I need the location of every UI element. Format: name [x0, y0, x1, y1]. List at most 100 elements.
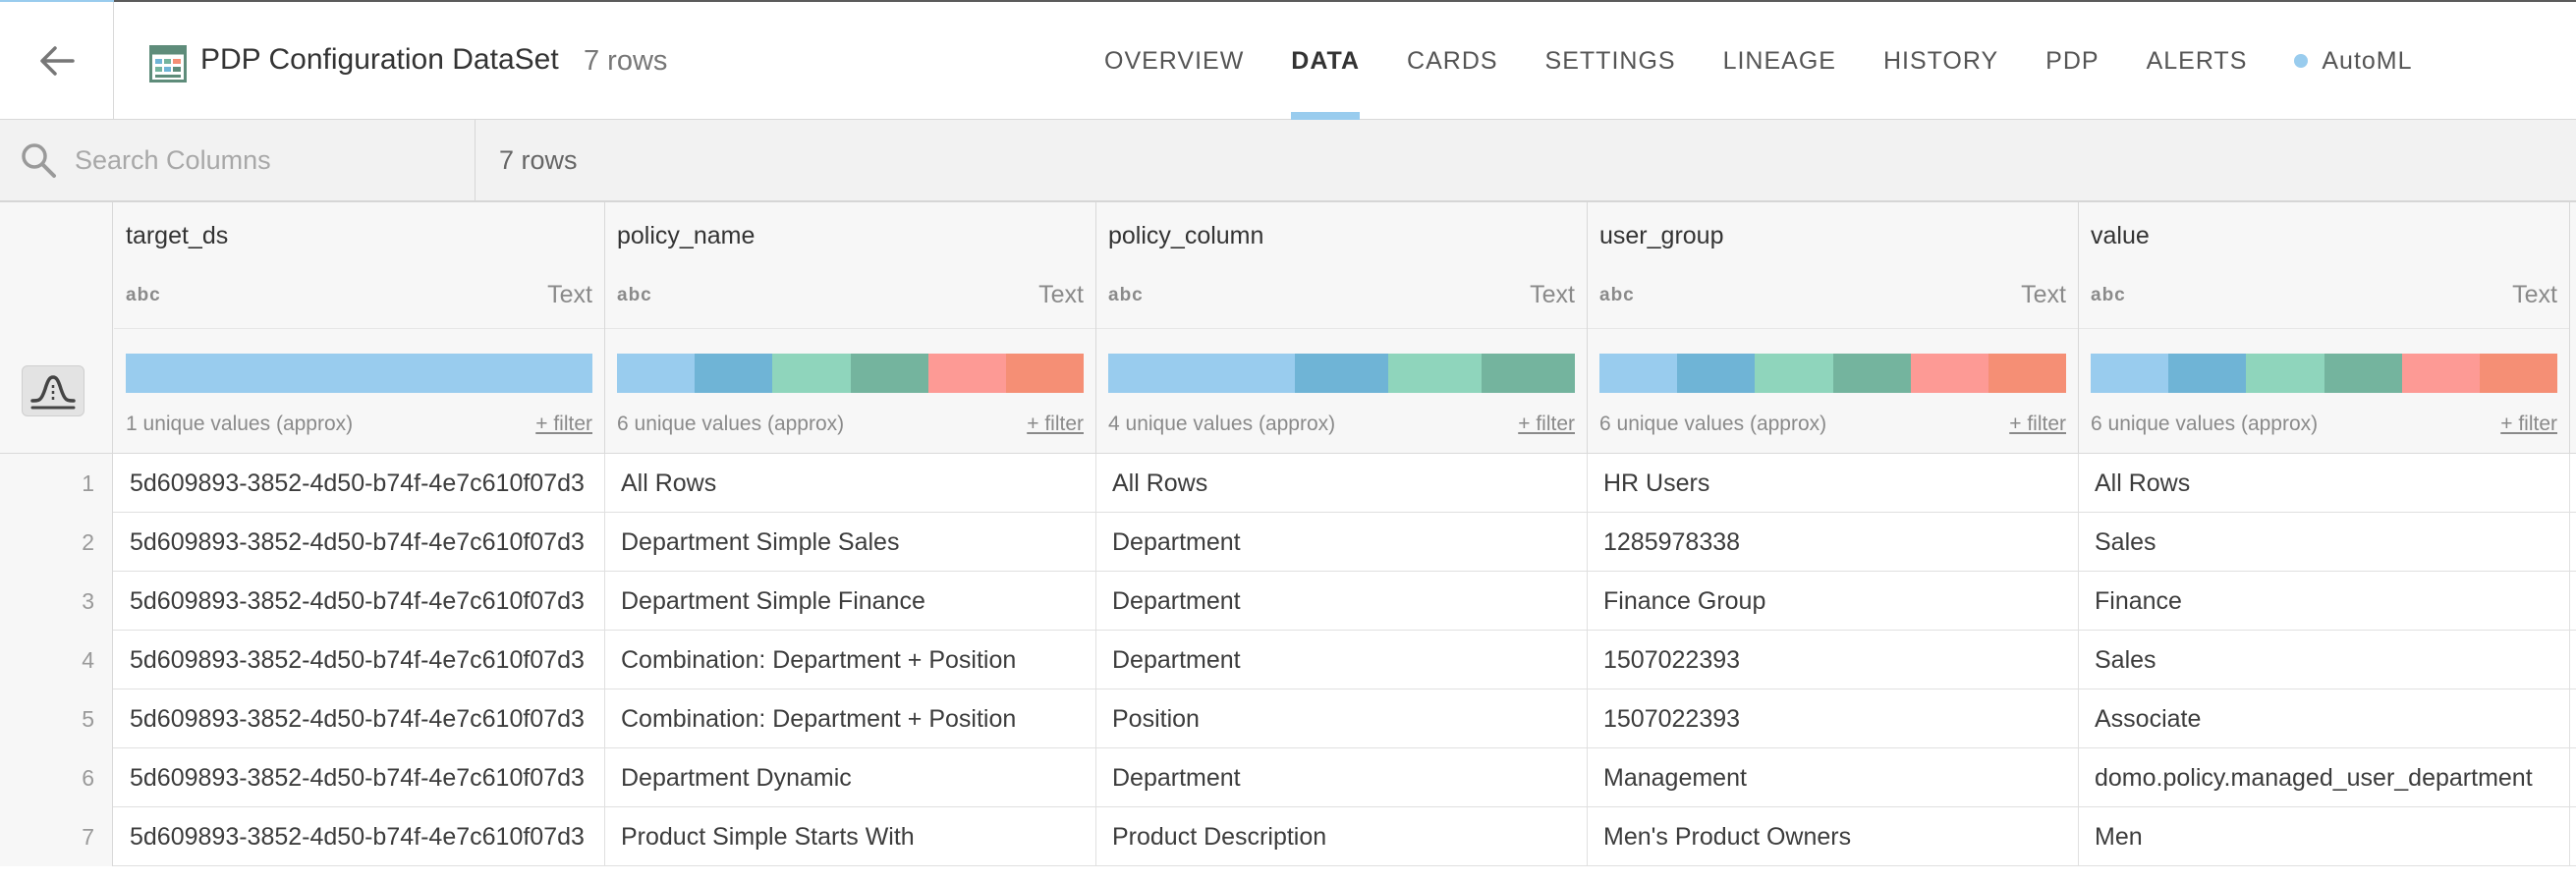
- table-cell[interactable]: 1507022393: [1588, 689, 2079, 748]
- data-toolbar: 7 rows: [0, 120, 2576, 202]
- text-type-icon: abc: [126, 285, 161, 305]
- distribution-segment: [2168, 354, 2247, 393]
- back-button[interactable]: [0, 2, 114, 120]
- tab-settings[interactable]: SETTINGS: [1522, 2, 1700, 120]
- table-row: 6 5d609893-3852-4d50-b74f-4e7c610f07d3 Dep…: [0, 748, 2576, 807]
- add-filter-link[interactable]: + filter: [2500, 413, 2557, 435]
- table-cell[interactable]: 5d609893-3852-4d50-b74f-4e7c610f07d3: [114, 513, 605, 572]
- table-cell[interactable]: domo.policy.managed_user_department: [2079, 748, 2570, 807]
- column-header-policy-name[interactable]: policy_name abc Text 6 unique values (appro…: [605, 202, 1096, 454]
- distribution-segment: [1482, 354, 1575, 393]
- table-cell[interactable]: Product Description: [1096, 807, 1588, 866]
- row-number: 1: [0, 454, 113, 513]
- distribution-segment: [1295, 354, 1388, 393]
- column-header-row: target_ds abc Text 1 unique values (approx)…: [0, 202, 2576, 454]
- column-type: Text: [2021, 281, 2066, 308]
- table-cell[interactable]: Department: [1096, 513, 1588, 572]
- distribution-segment: [2401, 354, 2480, 393]
- tab-history[interactable]: HISTORY: [1860, 2, 2022, 120]
- table-row: 7 5d609893-3852-4d50-b74f-4e7c610f07d3 Pro…: [0, 807, 2576, 866]
- dataset-title: PDP Configuration DataSet: [200, 43, 559, 76]
- table-cell[interactable]: Department Simple Finance: [605, 572, 1096, 631]
- add-filter-link[interactable]: + filter: [535, 413, 592, 435]
- tab-label: OVERVIEW: [1104, 46, 1245, 75]
- dataset-tabs: OVERVIEW DATA CARDS SETTINGS LINEAGE HIS…: [1081, 2, 2436, 120]
- header-divider: [1096, 328, 1587, 329]
- table-cell[interactable]: 5d609893-3852-4d50-b74f-4e7c610f07d3: [114, 689, 605, 748]
- value-distribution-bar: [1108, 354, 1575, 393]
- distribution-segment: [1832, 354, 1911, 393]
- header-divider: [114, 328, 604, 329]
- table-cell[interactable]: 5d609893-3852-4d50-b74f-4e7c610f07d3: [114, 631, 605, 689]
- distribution-segment: [1988, 354, 2067, 393]
- column-type: Text: [1038, 281, 1084, 308]
- search-icon: [22, 143, 56, 178]
- tab-lineage[interactable]: LINEAGE: [1700, 2, 1860, 120]
- table-cell[interactable]: Department: [1096, 748, 1588, 807]
- table-cell[interactable]: 5d609893-3852-4d50-b74f-4e7c610f07d3: [114, 572, 605, 631]
- add-filter-link[interactable]: + filter: [2009, 413, 2066, 435]
- add-filter-link[interactable]: + filter: [1027, 413, 1084, 435]
- table-cell[interactable]: Product Simple Starts With: [605, 807, 1096, 866]
- table-cell[interactable]: Sales: [2079, 631, 2570, 689]
- row-number: 3: [0, 572, 113, 631]
- column-header-user-group[interactable]: user_group abc Text 6 unique values (approx…: [1588, 202, 2079, 454]
- table-cell[interactable]: 1507022393: [1588, 631, 2079, 689]
- distribution-segment: [1755, 354, 1833, 393]
- table-cell[interactable]: Department: [1096, 572, 1588, 631]
- row-number: 5: [0, 689, 113, 748]
- tab-data[interactable]: DATA: [1267, 2, 1383, 120]
- table-cell[interactable]: All Rows: [605, 454, 1096, 513]
- unique-values-count: 1 unique values (approx): [126, 413, 354, 435]
- column-header-policy-column[interactable]: policy_column abc Text 4 unique values (app…: [1096, 202, 1588, 454]
- table-cell[interactable]: Finance: [2079, 572, 2570, 631]
- text-type-icon: abc: [1599, 285, 1635, 305]
- tab-pdp[interactable]: PDP: [2022, 2, 2122, 120]
- distribution-segment: [126, 354, 592, 393]
- tab-automl[interactable]: AutoML: [2270, 2, 2436, 120]
- table-cell[interactable]: Department Simple Sales: [605, 513, 1096, 572]
- table-cell[interactable]: Combination: Department + Position: [605, 689, 1096, 748]
- table-cell[interactable]: All Rows: [1096, 454, 1588, 513]
- table-cell[interactable]: Sales: [2079, 513, 2570, 572]
- distribution-segment: [2091, 354, 2169, 393]
- table-cell[interactable]: Associate: [2079, 689, 2570, 748]
- table-cell[interactable]: All Rows: [2079, 454, 2570, 513]
- unique-values-count: 4 unique values (approx): [1108, 413, 1336, 435]
- search-columns-input[interactable]: [75, 144, 468, 176]
- value-distribution-bar: [1599, 354, 2067, 393]
- tab-overview[interactable]: OVERVIEW: [1081, 2, 1267, 120]
- table-cell[interactable]: 5d609893-3852-4d50-b74f-4e7c610f07d3: [114, 807, 605, 866]
- table-cell[interactable]: Finance Group: [1588, 572, 2079, 631]
- table-cell[interactable]: 5d609893-3852-4d50-b74f-4e7c610f07d3: [114, 748, 605, 807]
- tab-alerts[interactable]: ALERTS: [2123, 2, 2271, 120]
- table-cell[interactable]: Combination: Department + Position: [605, 631, 1096, 689]
- distribution-segment: [2324, 354, 2402, 393]
- table-cell[interactable]: Department Dynamic: [605, 748, 1096, 807]
- text-type-icon: abc: [2091, 285, 2126, 305]
- tab-label: DATA: [1291, 46, 1361, 75]
- tab-label: LINEAGE: [1722, 46, 1836, 75]
- table-cell[interactable]: Men's Product Owners: [1588, 807, 2079, 866]
- table-cell[interactable]: 5d609893-3852-4d50-b74f-4e7c610f07d3: [114, 454, 605, 513]
- table-cell[interactable]: HR Users: [1588, 454, 2079, 513]
- table-cell[interactable]: Management: [1588, 748, 2079, 807]
- header-divider: [1588, 328, 2078, 329]
- column-header-target-ds[interactable]: target_ds abc Text 1 unique values (approx)…: [114, 202, 605, 454]
- column-name: policy_column: [1108, 222, 1264, 249]
- table-row: 2 5d609893-3852-4d50-b74f-4e7c610f07d3 Dep…: [0, 513, 2576, 572]
- tab-label: PDP: [2045, 46, 2100, 75]
- column-type: Text: [2512, 281, 2557, 308]
- unique-values-count: 6 unique values (approx): [2091, 413, 2319, 435]
- column-header-value[interactable]: value abc Text 6 unique values (approx) + fi…: [2079, 202, 2570, 454]
- table-cell[interactable]: Men: [2079, 807, 2570, 866]
- table-cell[interactable]: Department: [1096, 631, 1588, 689]
- table-cell[interactable]: Position: [1096, 689, 1588, 748]
- tab-cards[interactable]: CARDS: [1383, 2, 1522, 120]
- arrow-left-icon: [39, 46, 75, 76]
- toolbar-row-count: 7 rows: [499, 144, 578, 175]
- table-cell[interactable]: 1285978338: [1588, 513, 2079, 572]
- data-profile-button[interactable]: [22, 365, 84, 416]
- table-row: 1 5d609893-3852-4d50-b74f-4e7c610f07d3 All…: [0, 454, 2576, 513]
- add-filter-link[interactable]: + filter: [1518, 413, 1575, 435]
